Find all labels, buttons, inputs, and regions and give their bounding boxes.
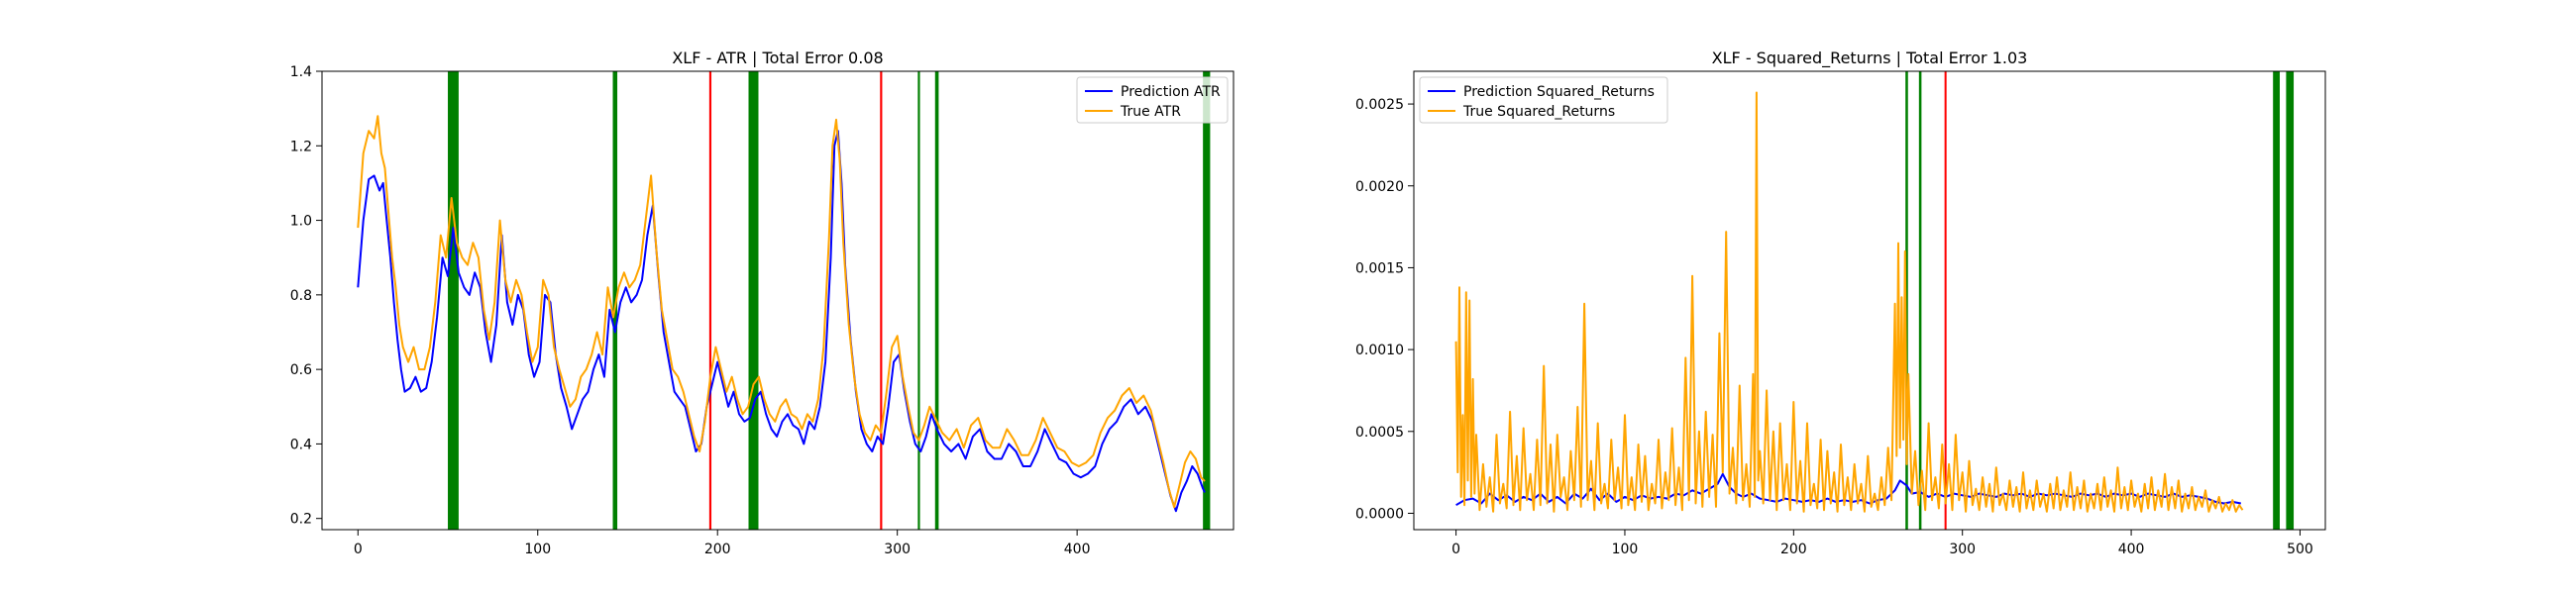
squared-returns-line-layer [1454, 91, 2244, 513]
atr-series-prediction-line [357, 130, 1206, 513]
atr-x-tick-label-4: 400 [1064, 542, 1091, 557]
squared-returns-x-tick-label-0: 0 [1451, 542, 1460, 557]
atr-band-green-6 [934, 71, 939, 530]
atr-y-tick-label-5: 1.2 [290, 139, 312, 154]
atr-line-layer [357, 115, 1206, 513]
atr-band-green-1 [612, 71, 618, 530]
squared-returns-band-green-1 [1918, 71, 1922, 530]
atr-x-axis: 0 100 200 300 400 [354, 530, 1091, 557]
squared-returns-y-tick-label-5: 0.0025 [1355, 97, 1404, 113]
squared-returns-legend-box [1419, 76, 1668, 124]
atr-x-tick-label-3: 300 [884, 542, 911, 557]
atr-chart-title: XLF - ATR | Total Error 0.08 [672, 49, 883, 67]
squared-returns-y-tick-label-2: 0.0010 [1355, 343, 1404, 358]
atr-band-green-3 [748, 71, 759, 530]
atr-legend-box [1076, 76, 1229, 124]
atr-x-tick-label-1: 100 [524, 542, 551, 557]
squared-returns-band-red-2 [1944, 71, 1947, 530]
atr-legend: Prediction ATR True ATR [1076, 76, 1229, 124]
squared-returns-legend-label-prediction: Prediction Squared_Returns [1463, 84, 1655, 100]
squared-returns-x-tick-label-5: 500 [2287, 542, 2313, 557]
squared-returns-chart: 0 100 200 300 400 500 0.0000 0.0005 0.0010 0.001… [1355, 49, 2326, 557]
atr-y-axis: 0.2 0.4 0.6 0.8 1.0 1.2 1.4 [290, 64, 322, 528]
atr-y-tick-label-0: 0.2 [290, 512, 312, 528]
squared-returns-band-green-0 [1905, 71, 1908, 530]
squared-returns-y-tick-label-3: 0.0015 [1355, 260, 1404, 276]
atr-legend-label-prediction: Prediction ATR [1121, 84, 1221, 100]
squared-returns-legend-label-true: True Squared_Returns [1462, 104, 1615, 120]
squared-returns-chart-title: XLF - Squared_Returns | Total Error 1.03 [1712, 49, 2028, 68]
squared-returns-y-tick-label-1: 0.0005 [1355, 425, 1404, 441]
atr-y-tick-label-6: 1.4 [290, 64, 312, 80]
atr-y-tick-label-1: 0.4 [290, 437, 312, 452]
atr-band-red-2 [708, 71, 712, 530]
atr-legend-label-true: True ATR [1120, 104, 1181, 120]
squared-returns-x-axis: 0 100 200 300 400 500 [1451, 530, 2313, 557]
squared-returns-legend: Prediction Squared_Returns True Squared_… [1419, 76, 1668, 124]
atr-plot-frame [321, 70, 1234, 531]
atr-x-tick-label-0: 0 [354, 542, 363, 557]
atr-band-green-7 [1203, 71, 1211, 530]
atr-y-tick-label-2: 0.6 [290, 362, 312, 378]
atr-band-layer [448, 71, 1211, 530]
squared-returns-plot-frame [1413, 70, 2326, 531]
squared-returns-y-tick-label-4: 0.0020 [1355, 179, 1404, 195]
squared-returns-y-axis: 0.0000 0.0005 0.0010 0.0015 0.0020 0.0025 [1355, 97, 1414, 522]
atr-band-green-5 [917, 71, 920, 530]
squared-returns-band-green-4 [2286, 71, 2295, 530]
squared-returns-x-tick-label-1: 100 [1612, 542, 1639, 557]
squared-returns-series-true-line [1454, 91, 2244, 513]
atr-chart: 0 100 200 300 400 0.2 0.4 0.6 0.8 1.0 1.2 1.4 XLF … [290, 49, 1234, 557]
squared-returns-y-tick-label-0: 0.0000 [1355, 506, 1404, 522]
atr-band-red-4 [880, 71, 883, 530]
squared-returns-x-tick-label-4: 400 [2118, 542, 2145, 557]
squared-returns-band-layer [1905, 71, 2295, 530]
atr-x-tick-label-2: 200 [704, 542, 731, 557]
atr-y-tick-label-3: 0.8 [290, 288, 312, 304]
squared-returns-x-tick-label-2: 200 [1780, 542, 1807, 557]
squared-returns-x-tick-label-3: 300 [1949, 542, 1976, 557]
atr-series-true-line [357, 115, 1206, 509]
squared-returns-band-green-3 [2273, 71, 2280, 530]
atr-y-tick-label-4: 1.0 [290, 214, 312, 230]
atr-band-green-0 [448, 71, 459, 530]
